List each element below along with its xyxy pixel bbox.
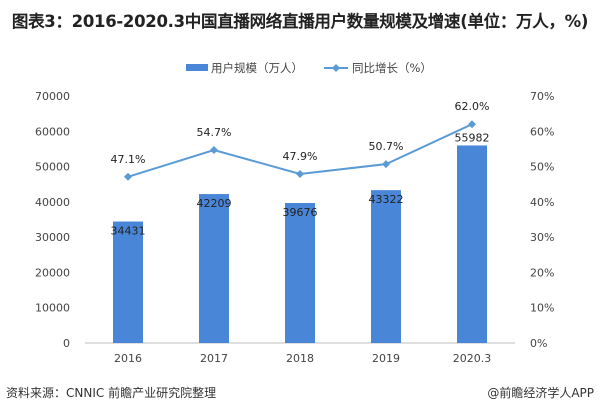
bar — [371, 190, 401, 343]
line-data-label: 47.1% — [111, 153, 146, 166]
y2-tick-label: 50% — [530, 161, 554, 174]
bar — [457, 145, 487, 343]
line-data-label: 54.7% — [197, 126, 232, 139]
y-tick-label: 20000 — [35, 266, 70, 279]
bar — [113, 221, 143, 343]
bar-data-label: 39676 — [283, 206, 318, 219]
legend-line-label: 同比增长（%） — [352, 61, 432, 75]
y-tick-label: 10000 — [35, 302, 70, 315]
legend-line-marker — [332, 64, 340, 72]
credit-note: @前瞻经济学人APP — [487, 386, 594, 400]
line-point — [296, 169, 304, 178]
line-data-label: 47.9% — [283, 150, 318, 163]
y-tick-label: 30000 — [35, 231, 70, 244]
y-tick-label: 50000 — [35, 161, 70, 174]
y-tick-label: 0 — [63, 337, 70, 350]
x-tick-label: 2017 — [200, 352, 228, 365]
source-note: 资料来源：CNNIC 前瞻产业研究院整理 — [6, 386, 217, 400]
y-tick-label: 70000 — [35, 90, 70, 103]
x-tick-label: 2016 — [114, 352, 142, 365]
line-point — [382, 160, 390, 169]
line-data-label: 50.7% — [369, 140, 404, 153]
bar — [285, 203, 315, 343]
bar-data-label: 34431 — [111, 225, 146, 238]
line-point — [210, 145, 218, 154]
y2-tick-label: 60% — [530, 125, 554, 138]
line-data-label: 62.0% — [455, 100, 490, 113]
x-tick-label: 2020.3 — [453, 352, 492, 365]
bar — [199, 194, 229, 343]
y2-tick-label: 10% — [530, 302, 554, 315]
y2-tick-label: 0% — [530, 337, 547, 350]
legend-bar-swatch — [186, 64, 208, 71]
x-tick-label: 2019 — [372, 352, 400, 365]
bar-data-label: 43322 — [369, 193, 404, 206]
bar-data-label: 55982 — [455, 131, 490, 144]
y2-tick-label: 40% — [530, 196, 554, 209]
bar-data-label: 42209 — [197, 197, 232, 210]
chart-title: 图表3：2016-2020.3中国直播网络直播用户数量规模及增速(单位：万人，%… — [11, 12, 589, 31]
y2-tick-label: 70% — [530, 90, 554, 103]
y2-tick-label: 30% — [530, 231, 554, 244]
line-point — [124, 172, 132, 181]
line-point — [468, 120, 476, 129]
y-tick-label: 60000 — [35, 125, 70, 138]
y2-tick-label: 20% — [530, 266, 554, 279]
legend-bar-label: 用户规模（万人） — [211, 61, 303, 75]
y-tick-label: 40000 — [35, 196, 70, 209]
x-tick-label: 2018 — [286, 352, 314, 365]
